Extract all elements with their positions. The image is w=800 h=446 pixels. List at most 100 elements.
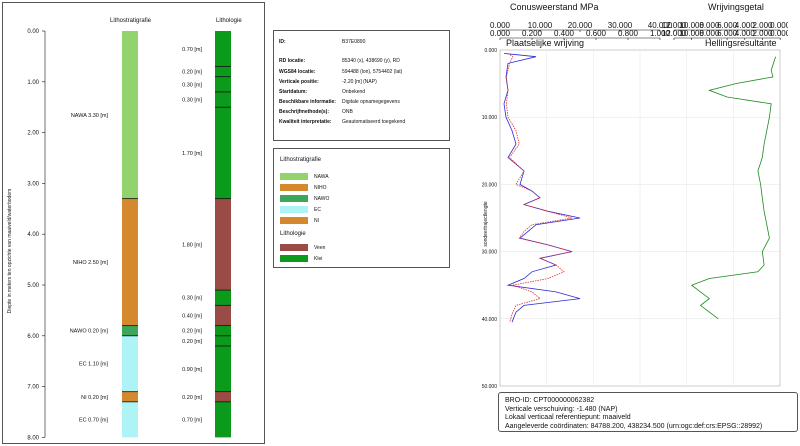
inclination-axis-tick-label: 8.000 (699, 29, 720, 38)
boring-profile-panel: Diepte in meters ten opzichte van maaive… (2, 2, 265, 444)
info-key: Verticale positie: (279, 79, 319, 85)
info-value: ONB (342, 109, 353, 115)
legend-swatch (280, 244, 308, 251)
cone-axis-tick-label: 30.000 (608, 21, 633, 30)
litho-unit-block (215, 198, 231, 291)
footer-line: Aangeleverde coördinaten: 84788.200, 438… (505, 422, 763, 430)
info-key: Kwaliteit interpretatie: (279, 119, 332, 125)
inclination-axis-tick-label: 6.000 (717, 29, 738, 38)
depth-axis-label: Diepte in meters ten opzichte van maaive… (7, 189, 13, 314)
cone-axis-tick-label: 20.000 (568, 21, 593, 30)
cpt-top-axes: 0.000 10.000 20.000 30.000 40.000 0.000 0.200 0… (490, 21, 788, 40)
cpt-depth-tick-label: 50.000 (482, 384, 498, 390)
friction-axis-tick-label: 10.000 (679, 21, 704, 30)
legend-label: NI (314, 218, 319, 224)
cpt-depth-tick-label: 30.000 (482, 250, 498, 256)
legend-litho-title: Lithologie (280, 231, 306, 237)
friction-axis-tick-label: 12.000 (662, 21, 687, 30)
sleeve-friction-title: Plaatselijke wrijving (506, 38, 585, 48)
litho-unit-label: 0.90 [m] (182, 367, 202, 373)
litho-unit-block (215, 31, 231, 67)
litho-unit-label: 0.20 [m] (182, 70, 202, 76)
litho-unit-block (215, 91, 231, 108)
legend-label: EC (314, 207, 321, 213)
cone-axis-tick-label: 10.000 (528, 21, 553, 30)
litho-unit-block (215, 107, 231, 199)
cpt-chart: 0.000 10.000 20.000 30.000 40.000 0.000 0.200 0… (482, 21, 788, 390)
litho-unit-block (215, 305, 231, 326)
inclination-title: Hellingsresultante (705, 38, 777, 48)
friction-ratio-title: Wrijvingsgetal (708, 2, 764, 12)
litho-unit-label: 1.70 [m] (182, 151, 202, 157)
cpt-depth-tick-label: 20.000 (482, 182, 498, 188)
info-value: -2.20 [m] (NAP) (342, 79, 377, 85)
legend-label: NIHO (314, 185, 327, 191)
friction-axis-tick-label: 6.000 (717, 21, 738, 30)
friction-axis-tick-label: 8.000 (699, 21, 720, 30)
depth-tick-label: 4.00 (27, 232, 39, 238)
strat-unit-block (122, 335, 138, 392)
legend-swatch (280, 255, 308, 262)
legend-swatch (280, 173, 308, 180)
info-value: Onbekend (342, 89, 366, 95)
litho-unit-label: 0.30 [m] (182, 82, 202, 88)
strat-unit-label: NIHO 2.50 [m] (73, 260, 109, 266)
legend-strat-title: Lithostratigrafie (280, 157, 322, 163)
info-box: ID: B37E0890 RD locatie: 85340 (x), 438690 … (273, 30, 450, 141)
strat-unit-label: NI 0.20 [m] (81, 395, 108, 401)
sleeve-axis-tick-label: 0.400 (554, 29, 575, 38)
info-value: 594488 (lon), 5754402 (lat) (342, 69, 403, 75)
boring-profile-svg: Diepte in meters ten opzichte van maaive… (7, 29, 231, 441)
litho-unit-label: 1.80 [m] (182, 242, 202, 248)
strat-unit-label: EC 1.10 [m] (79, 362, 109, 368)
depth-tick-label: 2.00 (27, 131, 39, 137)
sleeve-axis-tick-label: 0.200 (522, 29, 543, 38)
friction-axis-tick-label: 2.000 (752, 21, 773, 30)
info-key: WGS84 locatie: (279, 69, 316, 75)
lithostratigraphy-column-header: Lithostratigrafie (110, 18, 152, 24)
legend-label: Veen (314, 245, 326, 251)
depth-axis: 0.00 1.00 2.00 3.00 4.00 5.00 6.00 7.00 8.00 (27, 29, 46, 441)
sleeve-axis-tick-label: 0.800 (618, 29, 639, 38)
cpt-depth-tick-label: 0.000 (484, 48, 497, 54)
cpt-y-axis-label: sondeertrajectlengte (483, 201, 489, 247)
cone-resistance-title: Conusweerstand MPa (510, 2, 599, 12)
sleeve-axis-tick-label: 0.600 (586, 29, 607, 38)
legend-swatch (280, 217, 308, 224)
sleeve-axis-tick-label: 1.000 (650, 29, 671, 38)
legend-label: Klei (314, 256, 323, 262)
strat-unit-block (122, 31, 138, 199)
info-value: 85340 (x), 438690 (y), RD (342, 58, 400, 64)
cone-axis-tick-label: 40.000 (648, 21, 673, 30)
lithology-column-header: Lithologie (216, 18, 242, 24)
strat-unit-label: NAWA 3.30 [m] (71, 113, 109, 119)
litho-unit-label: 0.30 [m] (182, 296, 202, 302)
strat-unit-label: NAWO 0.20 [m] (70, 329, 109, 335)
info-key: ID: (279, 39, 286, 45)
inclination-axis-tick-label: 0.000 (770, 29, 788, 38)
info-key: Startdatum: (279, 89, 308, 95)
strat-unit-block (122, 391, 138, 402)
lithostratigraphy-column: NAWA 3.30 [m] NIHO 2.50 [m] NAWO 0.20 [m] E… (70, 31, 138, 438)
cpt-series (503, 53, 776, 323)
legend-swatch (280, 206, 308, 213)
litho-unit-block (215, 325, 231, 336)
info-key: RD locatie: (279, 58, 306, 64)
inclination-axis-tick-label: 2.000 (752, 29, 773, 38)
depth-tick-label: 1.00 (27, 80, 39, 86)
inclination-axis-tick-label: 12.000 (662, 29, 687, 38)
cone-axis-tick-label: 0.000 (490, 21, 511, 30)
friction-axis-tick-label: 0.000 (770, 21, 788, 30)
depth-tick-label: 0.00 (27, 29, 39, 35)
litho-unit-block (215, 66, 231, 77)
litho-unit-block (215, 290, 231, 306)
legend-swatch (280, 184, 308, 191)
sleeve-axis-tick-label: 0.000 (490, 29, 511, 38)
cone-resistance-line (503, 53, 581, 323)
litho-unit-block (215, 391, 231, 402)
litho-unit-block (215, 401, 231, 438)
strat-unit-block (122, 198, 138, 326)
friction-axis-tick-label: 4.000 (735, 21, 756, 30)
litho-unit-block (215, 345, 231, 392)
info-value: Digitale opnamegegevens (342, 99, 400, 105)
